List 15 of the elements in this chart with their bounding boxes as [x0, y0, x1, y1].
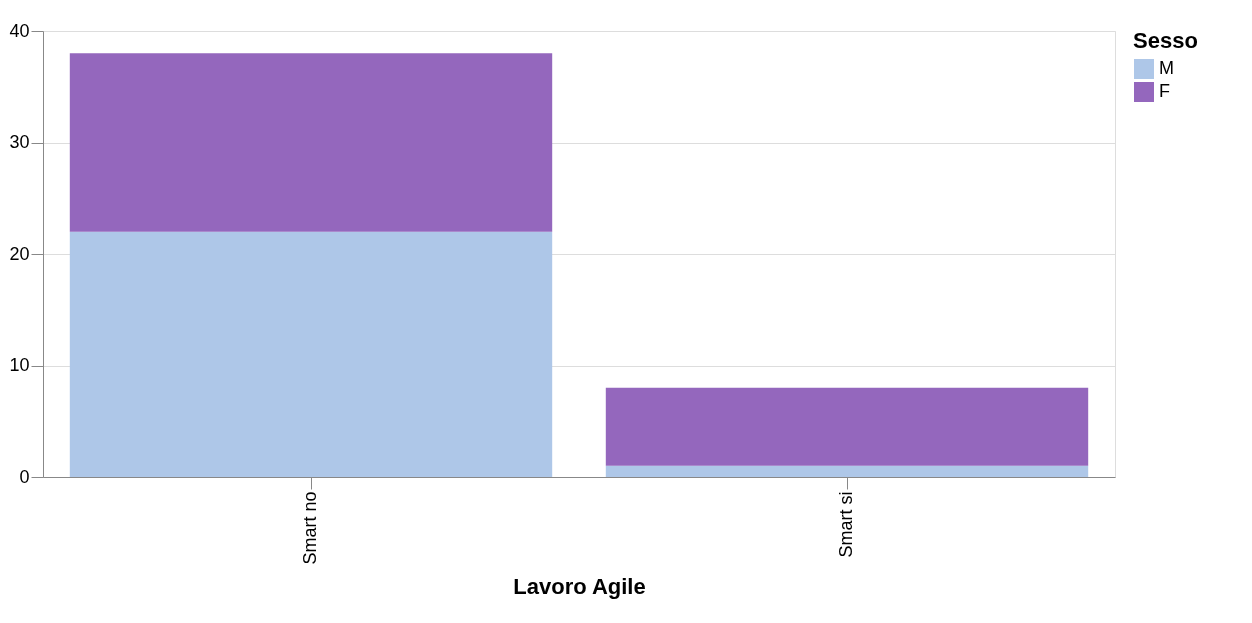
legend-label: M: [1159, 58, 1174, 78]
x-tick-label: Smart no: [300, 491, 320, 565]
bar: [605, 387, 1089, 466]
y-tick-label: 40: [9, 20, 30, 41]
x-axis-title: Lavoro Agile: [513, 573, 646, 599]
y-tick-label: 30: [9, 132, 30, 152]
legend-label: F: [1159, 81, 1170, 101]
y-tick-label: 0: [19, 466, 30, 487]
bar: [605, 465, 1089, 477]
x-tick-label: Smart si: [836, 491, 856, 558]
bar: [69, 231, 553, 477]
y-tick-label: 20: [9, 243, 30, 264]
bar: [69, 53, 553, 232]
legend-title: Sesso: [1133, 28, 1198, 53]
y-tick-label: 10: [9, 355, 30, 375]
